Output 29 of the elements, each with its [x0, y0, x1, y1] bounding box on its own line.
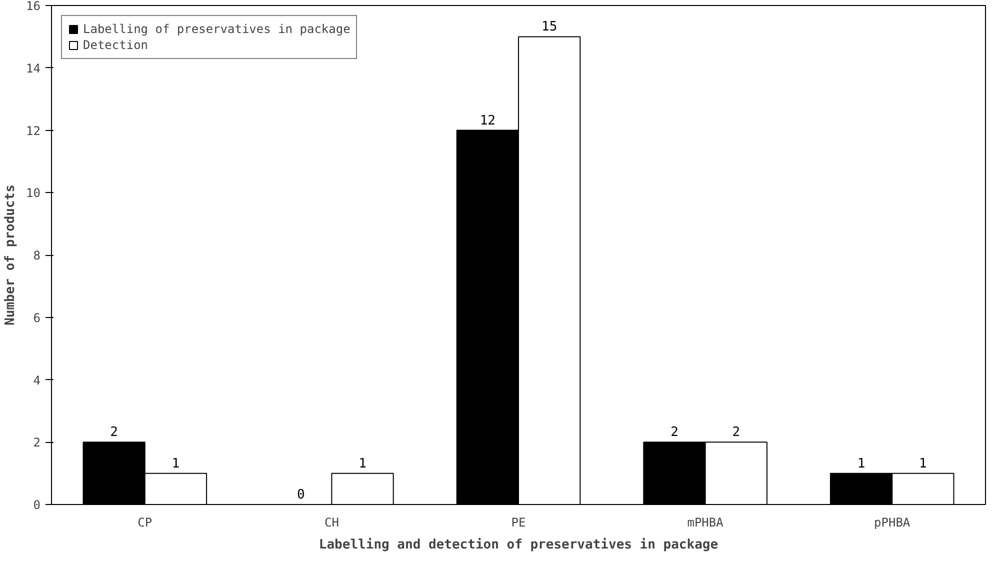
y-tick-label: 8	[33, 248, 41, 262]
y-tick-label: 0	[33, 498, 41, 512]
x-tick-label: PE	[511, 516, 526, 530]
y-tick-label: 2	[33, 436, 41, 450]
x-tick-label: mPHBA	[687, 516, 724, 530]
legend-label: Detection	[83, 38, 148, 52]
y-tick-label: 16	[26, 0, 41, 13]
data-label: 1	[172, 456, 180, 472]
x-axis-title: Labelling and detection of preservatives in package	[318, 538, 718, 552]
x-tick-label: CH	[324, 516, 339, 530]
data-label: 2	[670, 425, 678, 440]
data-label: 15	[541, 20, 558, 35]
data-label: 0	[296, 488, 305, 502]
data-label: 2	[732, 425, 740, 440]
y-tick-label: 4	[33, 373, 41, 388]
y-tick-label: 14	[26, 61, 41, 76]
data-label: 12	[480, 113, 496, 128]
x-tick-label: pPHBA	[874, 516, 911, 530]
y-tick-label: 10	[26, 186, 41, 200]
data-label: 1	[919, 456, 927, 472]
y-axis-title: Number of products	[3, 184, 18, 326]
data-label: 2	[110, 425, 118, 440]
bar	[331, 472, 394, 504]
x-tick-label: CP	[138, 516, 152, 530]
data-label: 1	[857, 456, 866, 472]
y-tick-label: 6	[33, 310, 41, 325]
y-tick-label: 12	[26, 124, 41, 138]
legend-label: Labelling of preservatives in package	[83, 22, 350, 36]
data-label: 1	[358, 456, 366, 472]
